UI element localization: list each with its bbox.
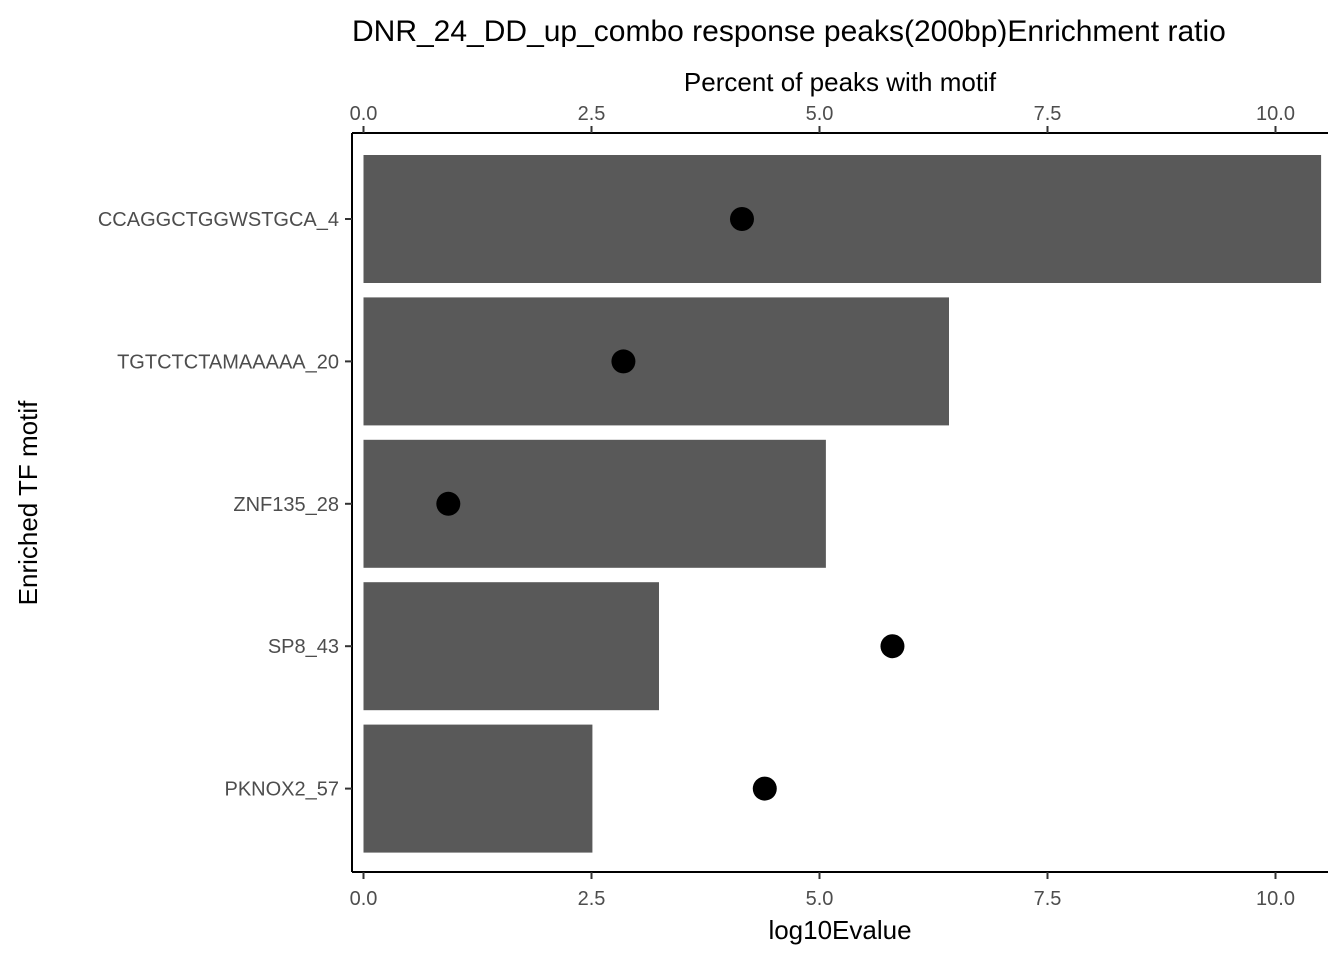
chart-title: DNR_24_DD_up_combo response peaks(200bp)… bbox=[352, 15, 1226, 48]
bottom-tick-label-3: 7.5 bbox=[1034, 888, 1062, 910]
bar-1 bbox=[363, 297, 950, 426]
bottom-tick-label-4: 10.0 bbox=[1256, 888, 1295, 910]
bar-3 bbox=[363, 582, 659, 711]
category-label-2: ZNF135_28 bbox=[233, 494, 339, 516]
bottom-tick-label-1: 2.5 bbox=[578, 888, 606, 910]
category-label-4: PKNOX2_57 bbox=[224, 779, 339, 801]
plot-area: 0.0 2.5 5.0 7.5 10.0 0.0 2.5 5.0 7.5 10.0 CCAGGCTG… bbox=[98, 103, 1328, 910]
point-0 bbox=[729, 207, 754, 231]
point-4 bbox=[752, 776, 777, 801]
top-tick-label-4: 10.0 bbox=[1256, 103, 1295, 125]
top-tick-label-0: 0.0 bbox=[350, 103, 378, 125]
top-axis-title: Percent of peaks with motif bbox=[684, 67, 997, 97]
bottom-tick-label-2: 5.0 bbox=[806, 888, 834, 910]
top-tick-label-1: 2.5 bbox=[578, 103, 606, 125]
bar-4 bbox=[363, 724, 593, 853]
top-tick-label-2: 5.0 bbox=[806, 103, 834, 125]
bar-2 bbox=[363, 439, 826, 568]
point-2 bbox=[436, 491, 461, 516]
bottom-tick-label-0: 0.0 bbox=[350, 888, 378, 910]
top-tick-label-3: 7.5 bbox=[1034, 103, 1062, 125]
category-label-3: SP8_43 bbox=[268, 636, 339, 658]
y-axis-title: Enriched TF motif bbox=[13, 400, 43, 605]
point-1 bbox=[611, 349, 636, 374]
point-3 bbox=[880, 634, 905, 659]
category-label-0: CCAGGCTGGWSTGCA_4 bbox=[98, 209, 339, 231]
bar-0 bbox=[363, 155, 1322, 283]
bottom-axis-title: log10Evalue bbox=[768, 915, 911, 945]
category-label-1: TGTCTCTAMAAAAA_20 bbox=[117, 351, 339, 373]
